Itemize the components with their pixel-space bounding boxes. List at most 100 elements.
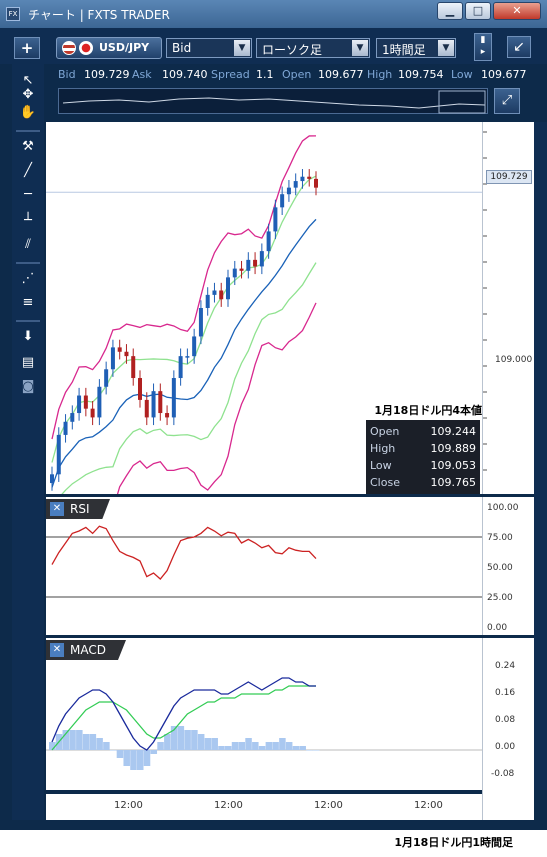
candle-body xyxy=(110,347,115,370)
candle-body xyxy=(138,378,142,400)
macd-histogram-bar xyxy=(103,742,110,750)
macd-tick: 0.16 xyxy=(495,688,516,698)
macd-histogram-bar xyxy=(238,742,246,750)
ohlc-key: High xyxy=(370,442,396,455)
vertical-line-tool-icon[interactable]: ┴ xyxy=(24,213,32,228)
macd-histogram-bar xyxy=(313,750,320,751)
bollinger-lower-2 xyxy=(51,302,317,537)
macd-histogram-bar xyxy=(272,742,279,750)
chart-type-value: ローソク足 xyxy=(262,43,323,57)
right-scrollbar[interactable] xyxy=(534,122,547,790)
chevron-down-icon: ▼ xyxy=(438,40,454,56)
candle-body xyxy=(212,290,217,295)
candle-body xyxy=(286,187,291,195)
title-bar[interactable]: FX チャート | FXTS TRADER ▁ □ ✕ xyxy=(0,0,547,28)
candle-body xyxy=(165,413,170,418)
macd-histogram-bar xyxy=(285,742,293,750)
candle-body xyxy=(70,413,75,422)
macd-panel[interactable] xyxy=(46,638,482,790)
candle-body xyxy=(117,347,122,352)
us-flag-icon xyxy=(62,41,76,55)
collapse-button[interactable]: ↙ xyxy=(507,36,531,58)
timeframe-select[interactable]: 1時間足 ▼ xyxy=(376,38,456,58)
ohlc-key: Close xyxy=(370,476,400,489)
ohlc-key: Low xyxy=(370,459,392,472)
candle-body xyxy=(144,399,149,418)
download-tool-icon[interactable]: ⬇ xyxy=(22,329,34,344)
candle-body xyxy=(124,351,129,357)
currency-pair-button[interactable]: USD/JPY xyxy=(56,37,162,59)
candle-body xyxy=(171,378,176,418)
current-price-tag: 109.729 xyxy=(486,170,532,184)
hammer-tool-icon[interactable]: ⚒ xyxy=(22,139,34,154)
candle-body xyxy=(63,421,68,435)
macd-histogram-bar xyxy=(279,738,286,750)
hand-tool-icon[interactable]: ✋ xyxy=(19,105,37,120)
macd-histogram-bar xyxy=(130,750,137,770)
fibonacci-tool-icon[interactable]: ≡ xyxy=(22,295,34,310)
add-chart-button[interactable]: + xyxy=(14,37,40,59)
macd-histogram-bar xyxy=(96,738,103,750)
candle-body xyxy=(246,259,251,271)
candle-body xyxy=(192,336,197,357)
candle-body xyxy=(97,386,102,418)
macd-histogram-bar xyxy=(191,730,198,750)
ohlc-row-low: Low 109.053 xyxy=(370,458,476,474)
macd-histogram-bar xyxy=(204,738,212,750)
open-label: Open xyxy=(282,68,312,81)
macd-tick: 0.24 xyxy=(495,661,516,671)
ohlc-row-open: Open 109.244 xyxy=(370,424,476,440)
list-tool-icon[interactable]: ▤ xyxy=(21,355,35,370)
macd-histogram-bar xyxy=(170,726,178,750)
macd-histogram-bar xyxy=(211,738,218,750)
zoom-fit-button[interactable]: ⤢ xyxy=(494,88,520,114)
ohlc-row-high: High 109.889 xyxy=(370,441,476,457)
price-type-select[interactable]: Bid ▼ xyxy=(166,38,252,58)
rsi-tab: ✕ RSI xyxy=(46,499,110,519)
macd-histogram-bar xyxy=(197,734,205,750)
rsi-axis: 100.00 75.00 50.00 25.00 0.00 xyxy=(482,497,534,635)
price-axis: 109.000 xyxy=(482,122,534,494)
window-title: チャート | FXTS TRADER xyxy=(28,8,170,22)
trendline-tool-icon[interactable]: ╱ xyxy=(24,163,32,178)
rsi-close-button[interactable]: ✕ xyxy=(50,502,64,516)
candle-body xyxy=(307,176,312,179)
taskbar-strip xyxy=(0,820,547,830)
minimize-button[interactable]: ▁ xyxy=(437,2,463,20)
candle-body xyxy=(266,231,271,252)
macd-histogram-bar xyxy=(82,734,90,750)
candle-body xyxy=(219,290,224,300)
chevron-down-icon: ▼ xyxy=(234,40,250,56)
ohlc-row-close: Close 109.765 xyxy=(370,475,476,491)
ask-label: Ask xyxy=(132,68,152,81)
macd-histogram-bar xyxy=(89,734,97,750)
camera-tool-icon[interactable]: ◙ xyxy=(21,379,35,394)
macd-chart-svg xyxy=(46,677,482,770)
pointer-tool-icon[interactable]: ↖ xyxy=(22,73,34,88)
close-button[interactable]: ✕ xyxy=(493,2,541,20)
candle-body xyxy=(293,181,298,188)
price-axis-ticks xyxy=(483,131,487,471)
macd-histogram-bar xyxy=(299,746,306,750)
price-axis-label: 109.000 xyxy=(495,355,533,365)
ohlc-value: 109.053 xyxy=(430,459,477,472)
toolbar-scroll-button[interactable]: ▮ ▸ xyxy=(474,33,492,61)
quote-bar: Bid 109.729 Ask 109.740 Spread 1.1 Open … xyxy=(46,64,547,86)
bid-label: Bid xyxy=(58,68,76,81)
macd-histogram-bar xyxy=(225,746,232,750)
time-axis: 12:00 12:00 12:00 12:00 xyxy=(46,790,482,820)
price-chart-svg xyxy=(46,135,482,537)
chevron-down-icon: ▼ xyxy=(352,40,368,56)
crosshair-tool-icon[interactable]: ✥ xyxy=(22,87,34,102)
chart-type-select[interactable]: ローソク足 ▼ xyxy=(256,38,370,58)
macd-close-button[interactable]: ✕ xyxy=(50,643,64,657)
maximize-button[interactable]: □ xyxy=(465,2,491,20)
parallel-lines-tool-icon[interactable]: ⫽ xyxy=(25,237,31,252)
fan-tool-icon[interactable]: ⋰ xyxy=(21,271,35,286)
navigator-strip[interactable] xyxy=(58,88,488,114)
candle-body xyxy=(56,434,61,475)
macd-histogram-bar xyxy=(252,742,259,750)
horizontal-line-tool-icon[interactable]: ─ xyxy=(24,187,32,202)
rsi-panel[interactable] xyxy=(46,497,482,635)
macd-tick: 0.00 xyxy=(495,742,516,752)
